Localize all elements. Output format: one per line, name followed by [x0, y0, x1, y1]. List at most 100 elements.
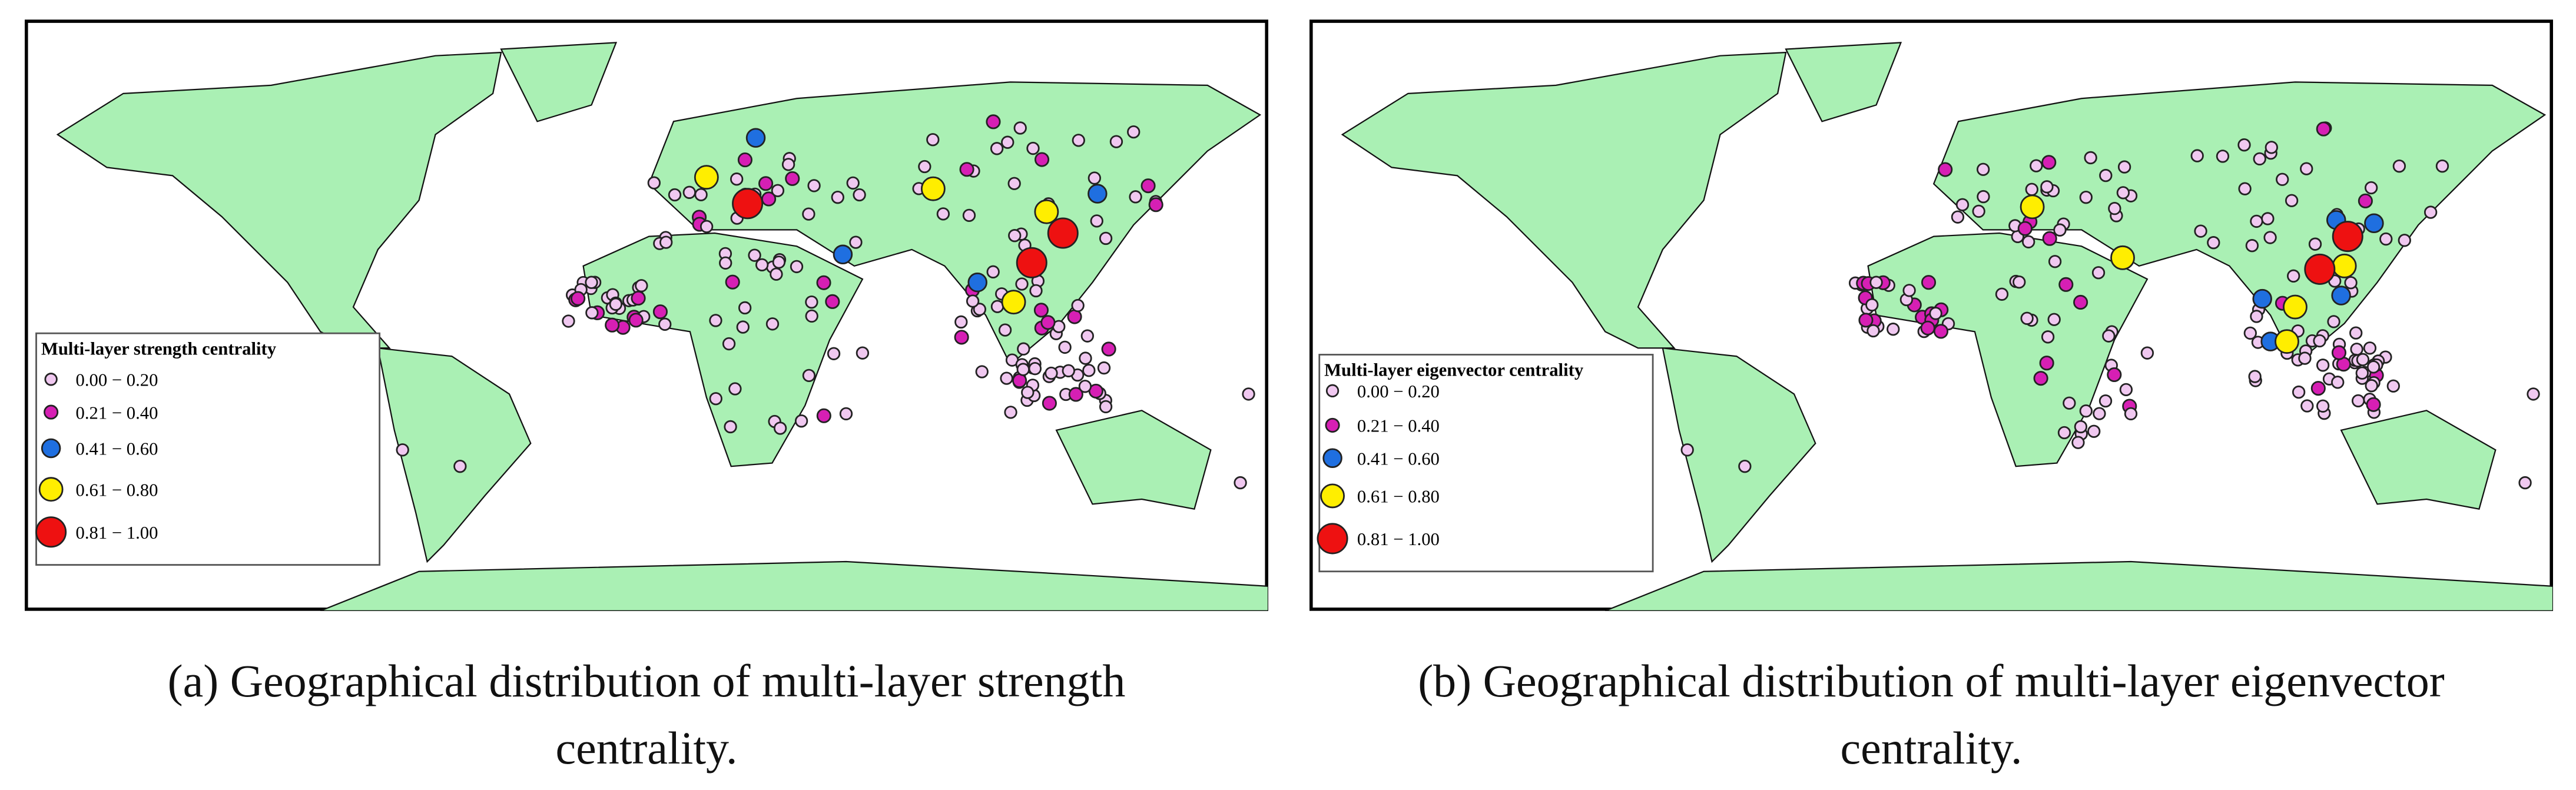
city-dot: [571, 291, 586, 306]
city-dot: [1012, 373, 1027, 389]
city-dot: [1977, 162, 1990, 176]
city-dot: [2331, 376, 2345, 389]
legend-label: 0.00 − 0.20: [1357, 381, 1440, 401]
map: Multi-layer eigenvector centrality 0.00 …: [1309, 19, 2554, 612]
city-dot: [2079, 404, 2093, 418]
caption-text: Geographical distribution of multi-layer…: [1483, 655, 2445, 774]
city-dot: [1955, 198, 1970, 211]
city-dot: [748, 248, 761, 262]
city-dot: [959, 162, 974, 177]
city-dot: [709, 392, 722, 406]
city-dot: [1021, 386, 1035, 399]
city-dot: [1972, 204, 1985, 218]
map: Multi-layer strength centrality 0.00 − 0…: [25, 19, 1269, 612]
city-dot: [773, 421, 787, 435]
city-dot: [1097, 361, 1111, 375]
city-dot: [1951, 210, 1965, 224]
city-dot: [2017, 221, 2033, 236]
city-dot: [2102, 329, 2116, 343]
city-dot: [2283, 294, 2308, 320]
city-dot: [2398, 234, 2411, 247]
city-dot: [1869, 275, 1883, 289]
city-dot: [2099, 168, 2113, 182]
city-dot: [954, 315, 968, 329]
city-dot: [2041, 330, 2055, 344]
city-dot: [1067, 309, 1082, 324]
city-dot: [2124, 407, 2138, 421]
city-dot: [2053, 223, 2067, 237]
city-dot: [2364, 181, 2378, 195]
map-panel-a: Multi-layer strength centrality 0.00 − 0…: [25, 19, 1269, 612]
city-dot: [986, 114, 1001, 130]
city-dot: [975, 365, 989, 379]
legend-label: 0.00 − 0.20: [75, 370, 158, 390]
city-dot: [1921, 275, 1937, 290]
city-dot: [831, 191, 844, 204]
legend-swatch: [35, 516, 67, 548]
city-dot: [849, 235, 863, 249]
legend-swatch: [44, 404, 59, 420]
city-dot: [2238, 182, 2252, 195]
city-dot: [2287, 269, 2300, 283]
city-dot: [2248, 370, 2262, 383]
city-dot: [765, 317, 780, 331]
city-dot: [920, 176, 946, 201]
city-dot: [2366, 360, 2381, 374]
city-dot: [2331, 286, 2351, 306]
city-dot: [2298, 351, 2312, 365]
city-dot: [962, 208, 976, 223]
city-dot: [1082, 364, 1096, 377]
city-dot: [1902, 284, 1916, 297]
legend-swatch: [1317, 523, 1348, 555]
city-dot: [998, 323, 1012, 337]
city-dot: [396, 443, 409, 457]
city-dot: [2194, 224, 2207, 238]
city-dot: [755, 258, 769, 272]
cities: [396, 114, 1255, 490]
city-dot: [1013, 121, 1027, 135]
city-dot: [2237, 138, 2251, 152]
city-dot: [936, 207, 950, 221]
city-dot: [1068, 387, 1083, 402]
city-dot: [1866, 324, 1880, 338]
map-panel-b: Multi-layer eigenvector centrality 0.00 …: [1309, 19, 2554, 612]
city-dot: [918, 160, 931, 174]
city-dot: [1033, 303, 1049, 318]
city-dot: [827, 347, 841, 360]
city-dot: [2386, 379, 2400, 393]
city-dot: [658, 317, 672, 331]
city-dot: [1028, 362, 1042, 376]
city-dot: [1045, 366, 1058, 380]
city-dot: [1015, 277, 1029, 291]
city-dot: [2316, 359, 2330, 372]
city-dot: [2435, 160, 2449, 173]
city-dot: [2275, 329, 2299, 354]
legend-box: [35, 332, 381, 566]
city-dot: [1004, 406, 1017, 419]
city-dot: [2365, 379, 2378, 393]
city-dot: [1000, 371, 1013, 385]
city-dot: [2300, 162, 2313, 175]
city-dot: [2350, 343, 2363, 356]
city-dot: [805, 296, 818, 309]
city-dot: [2048, 255, 2062, 268]
panel-label: (b): [1418, 655, 1472, 706]
legend-swatch: [41, 438, 61, 459]
cities: [1680, 121, 2540, 490]
city-dot: [1090, 214, 1103, 228]
city-dot: [2030, 159, 2043, 172]
city-dot: [2250, 214, 2263, 228]
city-dot: [2117, 160, 2131, 174]
city-dot: [1016, 363, 1030, 376]
city-dot: [1933, 324, 1949, 339]
city-dot: [2261, 212, 2275, 225]
city-dot: [1007, 177, 1021, 190]
city-dot: [2107, 367, 2122, 383]
city-dot: [790, 260, 804, 274]
city-dot: [2356, 353, 2370, 366]
city-dot: [1977, 190, 1990, 204]
city-dot: [2379, 232, 2393, 246]
city-dot: [1865, 298, 1879, 312]
city-dot: [1072, 134, 1085, 147]
city-dot: [967, 272, 987, 293]
